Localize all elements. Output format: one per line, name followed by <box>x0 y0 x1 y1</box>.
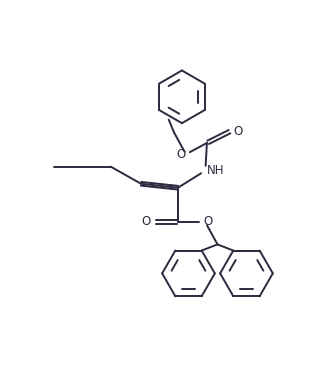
Text: NH: NH <box>207 164 225 177</box>
Text: O: O <box>177 148 186 161</box>
Text: O: O <box>142 215 151 229</box>
Text: O: O <box>234 125 243 137</box>
Text: O: O <box>203 215 212 229</box>
